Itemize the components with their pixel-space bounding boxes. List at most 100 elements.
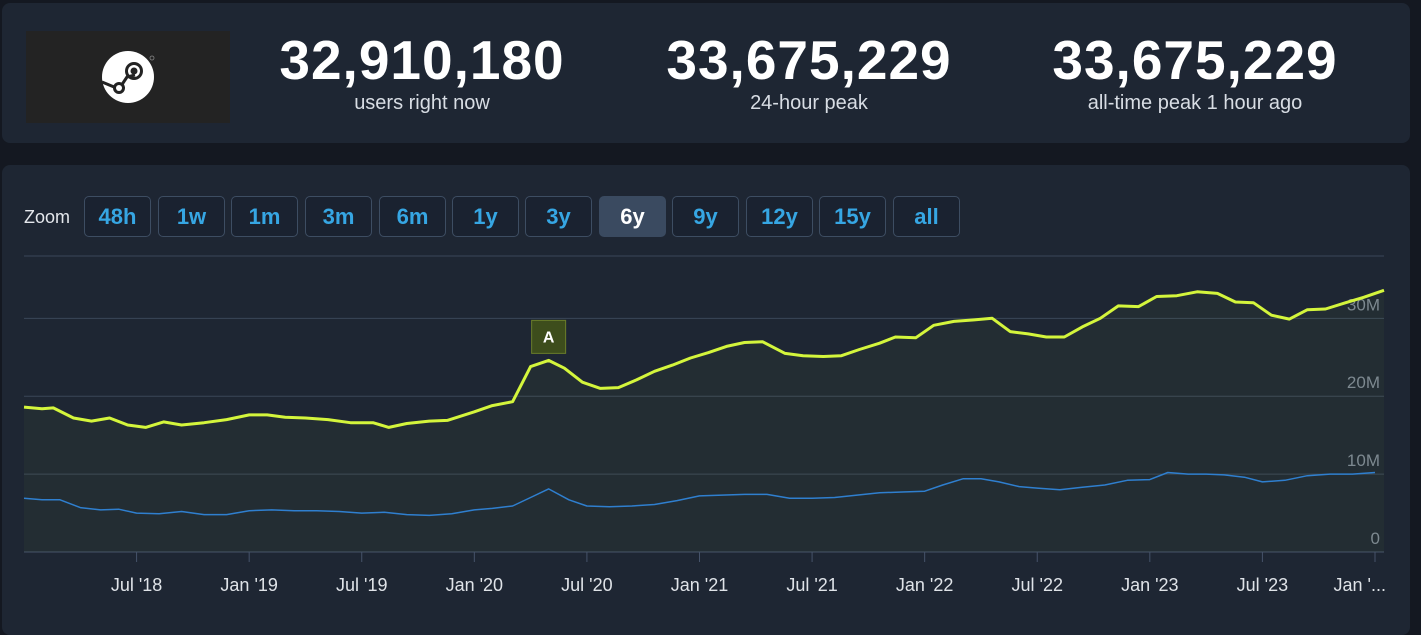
data-point[interactable] (653, 503, 657, 507)
data-point[interactable] (490, 404, 494, 408)
data-point[interactable] (283, 415, 287, 419)
data-point[interactable] (893, 335, 897, 339)
data-point[interactable] (360, 511, 364, 515)
data-point[interactable] (265, 413, 269, 417)
zoom-button-1m[interactable]: 1m (231, 196, 298, 237)
data-point[interactable] (162, 420, 166, 424)
data-point[interactable] (511, 504, 515, 508)
zoom-button-3y[interactable]: 3y (525, 196, 592, 237)
data-point[interactable] (1186, 472, 1190, 476)
zoom-button-12y[interactable]: 12y (746, 196, 813, 237)
data-point[interactable] (585, 504, 589, 508)
data-point[interactable] (427, 419, 431, 423)
data-point[interactable] (292, 509, 296, 513)
data-point[interactable] (58, 498, 62, 502)
data-point[interactable] (135, 511, 139, 515)
data-point[interactable] (99, 508, 103, 512)
data-point[interactable] (900, 490, 904, 494)
data-point[interactable] (1251, 301, 1255, 305)
zoom-button-3m[interactable]: 3m (305, 196, 372, 237)
data-point[interactable] (490, 506, 494, 510)
data-point[interactable] (707, 351, 711, 355)
data-point[interactable] (78, 506, 82, 510)
zoom-button-6y[interactable]: 6y (599, 196, 666, 237)
data-point[interactable] (1351, 472, 1355, 476)
zoom-button-6m[interactable]: 6m (379, 196, 446, 237)
data-point[interactable] (952, 319, 956, 323)
data-point[interactable] (1058, 488, 1062, 492)
data-point[interactable] (1166, 471, 1170, 475)
data-point[interactable] (997, 480, 1001, 484)
data-point[interactable] (529, 496, 533, 500)
data-point[interactable] (1026, 332, 1030, 336)
data-point[interactable] (529, 365, 533, 369)
data-point[interactable] (247, 509, 251, 513)
data-point[interactable] (1305, 474, 1309, 478)
data-point[interactable] (1098, 316, 1102, 320)
data-point[interactable] (40, 407, 44, 411)
data-point[interactable] (547, 358, 551, 362)
data-point[interactable] (349, 421, 353, 425)
data-point[interactable] (337, 510, 341, 514)
data-point[interactable] (878, 491, 882, 495)
data-point[interactable] (472, 410, 476, 414)
data-point[interactable] (1175, 294, 1179, 298)
data-point[interactable] (108, 416, 112, 420)
data-point[interactable] (405, 513, 409, 517)
data-point[interactable] (990, 316, 994, 320)
zoom-button-48h[interactable]: 48h (84, 196, 151, 237)
data-point[interactable] (743, 341, 747, 345)
series-line-in-game[interactable] (23, 471, 1376, 517)
data-point[interactable] (144, 425, 148, 429)
data-point[interactable] (326, 418, 330, 422)
data-point[interactable] (202, 513, 206, 517)
data-point[interactable] (1148, 478, 1152, 482)
data-point[interactable] (671, 363, 675, 367)
data-point[interactable] (855, 493, 859, 497)
data-point[interactable] (450, 512, 454, 516)
data-point[interactable] (387, 425, 391, 429)
data-point[interactable] (1260, 480, 1264, 484)
data-point[interactable] (1116, 304, 1120, 308)
data-point[interactable] (923, 489, 927, 493)
data-point[interactable] (761, 340, 765, 344)
data-point[interactable] (765, 492, 769, 496)
data-point[interactable] (472, 508, 476, 512)
data-point[interactable] (126, 423, 130, 427)
data-point[interactable] (1062, 335, 1066, 339)
data-point[interactable] (1373, 471, 1377, 475)
data-point[interactable] (40, 498, 44, 502)
data-point[interactable] (1137, 305, 1141, 309)
data-point[interactable] (833, 496, 837, 500)
data-point[interactable] (405, 422, 409, 426)
data-point[interactable] (1204, 472, 1208, 476)
data-point[interactable] (157, 512, 161, 516)
data-point[interactable] (635, 378, 639, 382)
data-point[interactable] (689, 356, 693, 360)
data-point[interactable] (979, 477, 983, 481)
series-line-users-online[interactable] (23, 288, 1385, 429)
data-point[interactable] (247, 413, 251, 417)
data-point[interactable] (630, 504, 634, 508)
data-point[interactable] (810, 496, 814, 500)
data-point[interactable] (51, 406, 55, 410)
data-point[interactable] (180, 510, 184, 514)
data-point[interactable] (371, 421, 375, 425)
data-point[interactable] (783, 351, 787, 355)
data-point[interactable] (1008, 330, 1012, 334)
data-point[interactable] (839, 354, 843, 358)
data-point[interactable] (90, 419, 94, 423)
data-point[interactable] (445, 418, 449, 422)
data-point[interactable] (225, 418, 229, 422)
data-point[interactable] (1269, 313, 1273, 317)
annotation-flag[interactable] (531, 319, 567, 354)
data-point[interactable] (72, 416, 76, 420)
data-point[interactable] (698, 494, 702, 498)
data-point[interactable] (22, 496, 26, 500)
data-point[interactable] (1324, 307, 1328, 311)
data-point[interactable] (616, 386, 620, 390)
data-point[interactable] (743, 492, 747, 496)
data-point[interactable] (607, 505, 611, 509)
data-point[interactable] (567, 498, 571, 502)
